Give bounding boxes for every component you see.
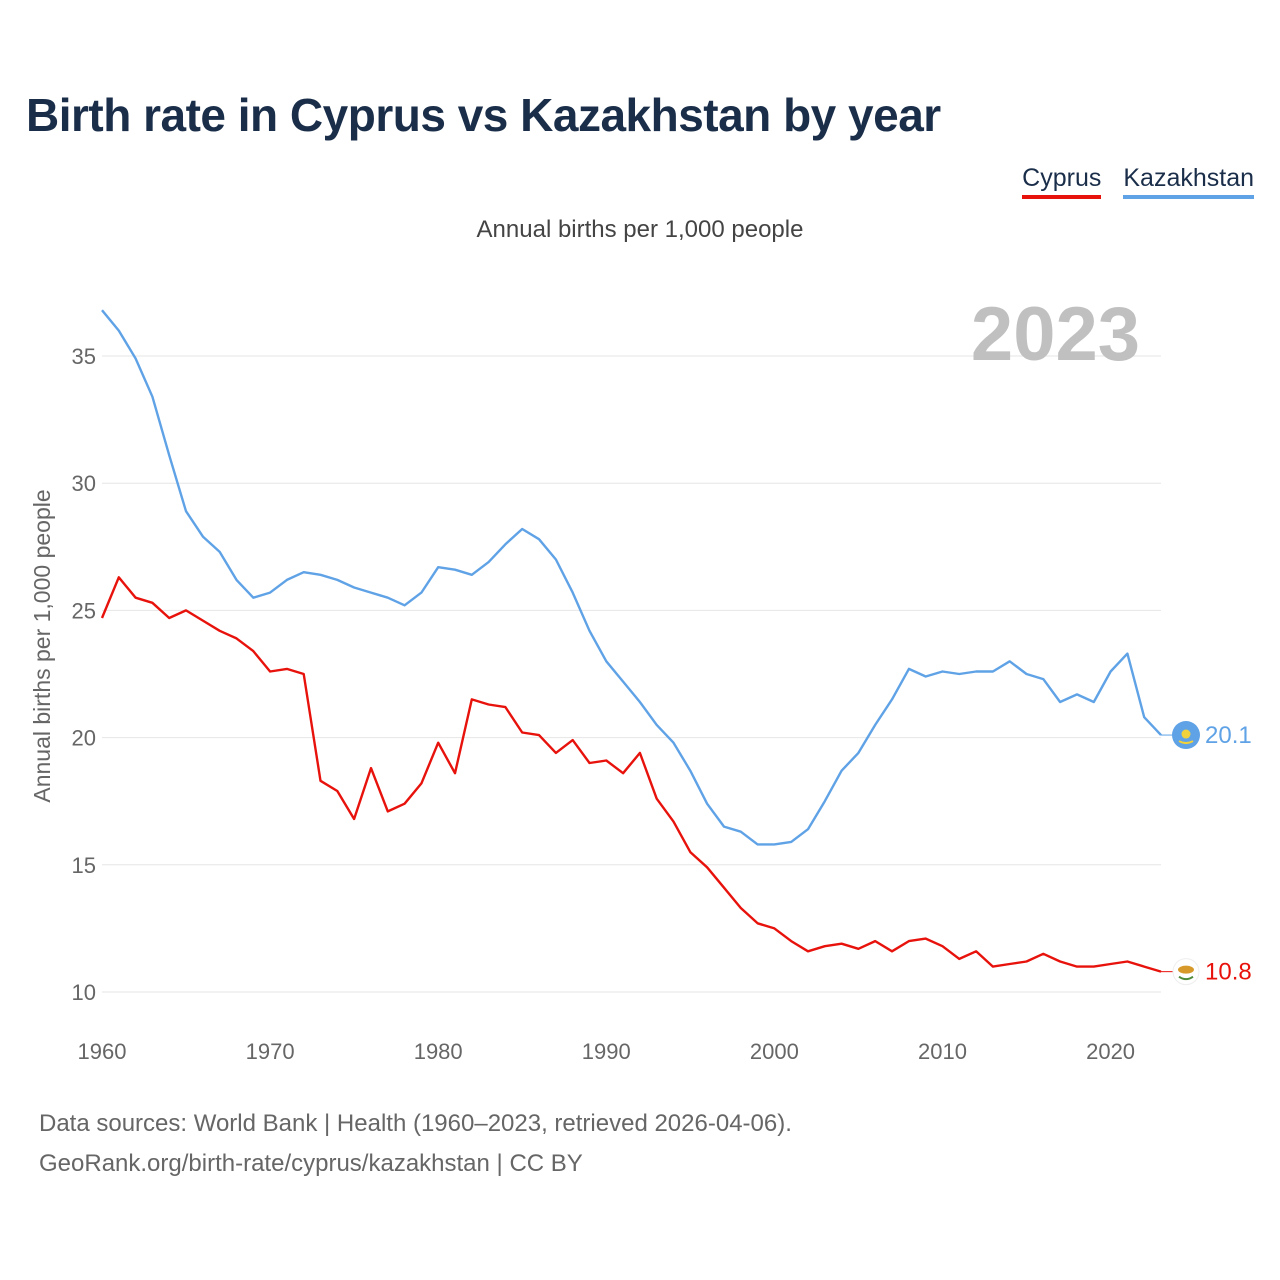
x-tick-label: 1990 xyxy=(582,1039,631,1064)
x-tick-label: 2010 xyxy=(918,1039,967,1064)
x-tick-label: 1980 xyxy=(414,1039,463,1064)
y-tick-label: 30 xyxy=(72,471,96,496)
y-tick-label: 20 xyxy=(72,726,96,751)
legend-item-cyprus[interactable]: Cyprus xyxy=(1022,164,1102,199)
chart-subtitle: Annual births per 1,000 people xyxy=(476,216,804,243)
flag-olive-branches-icon xyxy=(1178,975,1194,981)
series-line-cyprus xyxy=(100,576,1162,973)
y-tick-label: 25 xyxy=(72,598,96,623)
y-axis-title: Annual births per 1,000 people xyxy=(29,489,55,802)
flag-island-icon xyxy=(1178,965,1194,974)
x-tick-label: 1960 xyxy=(78,1039,127,1064)
year-watermark: 2023 xyxy=(971,292,1140,377)
x-tick-label: 2000 xyxy=(750,1039,799,1064)
end-value-label-kazakhstan: 20.1 xyxy=(1205,722,1252,749)
end-marker-cyprus xyxy=(1172,958,1200,986)
end-marker-kazakhstan xyxy=(1172,721,1200,750)
y-tick-label: 10 xyxy=(72,980,96,1005)
data-sources: Data sources: World Bank | Health (1960–… xyxy=(39,1110,792,1137)
legend: Cyprus Kazakhstan xyxy=(1022,164,1254,199)
y-tick-label: 15 xyxy=(72,853,96,878)
legend-item-kazakhstan[interactable]: Kazakhstan xyxy=(1123,164,1254,199)
chart-title: Birth rate in Cyprus vs Kazakhstan by ye… xyxy=(26,89,941,141)
flag-sun-icon xyxy=(1181,729,1191,739)
end-value-label-cyprus: 10.8 xyxy=(1205,959,1252,986)
credit-link[interactable]: GeoRank.org/birth-rate/cyprus/kazakhstan… xyxy=(39,1150,583,1177)
x-tick-label: 2020 xyxy=(1086,1039,1135,1064)
y-tick-label: 35 xyxy=(72,344,96,369)
x-tick-label: 1970 xyxy=(246,1039,295,1064)
footer: Data sources: World Bank | Health (1960–… xyxy=(39,1104,792,1184)
series-line-kazakhstan xyxy=(101,309,1162,846)
flag-eagle-icon xyxy=(1178,740,1194,745)
